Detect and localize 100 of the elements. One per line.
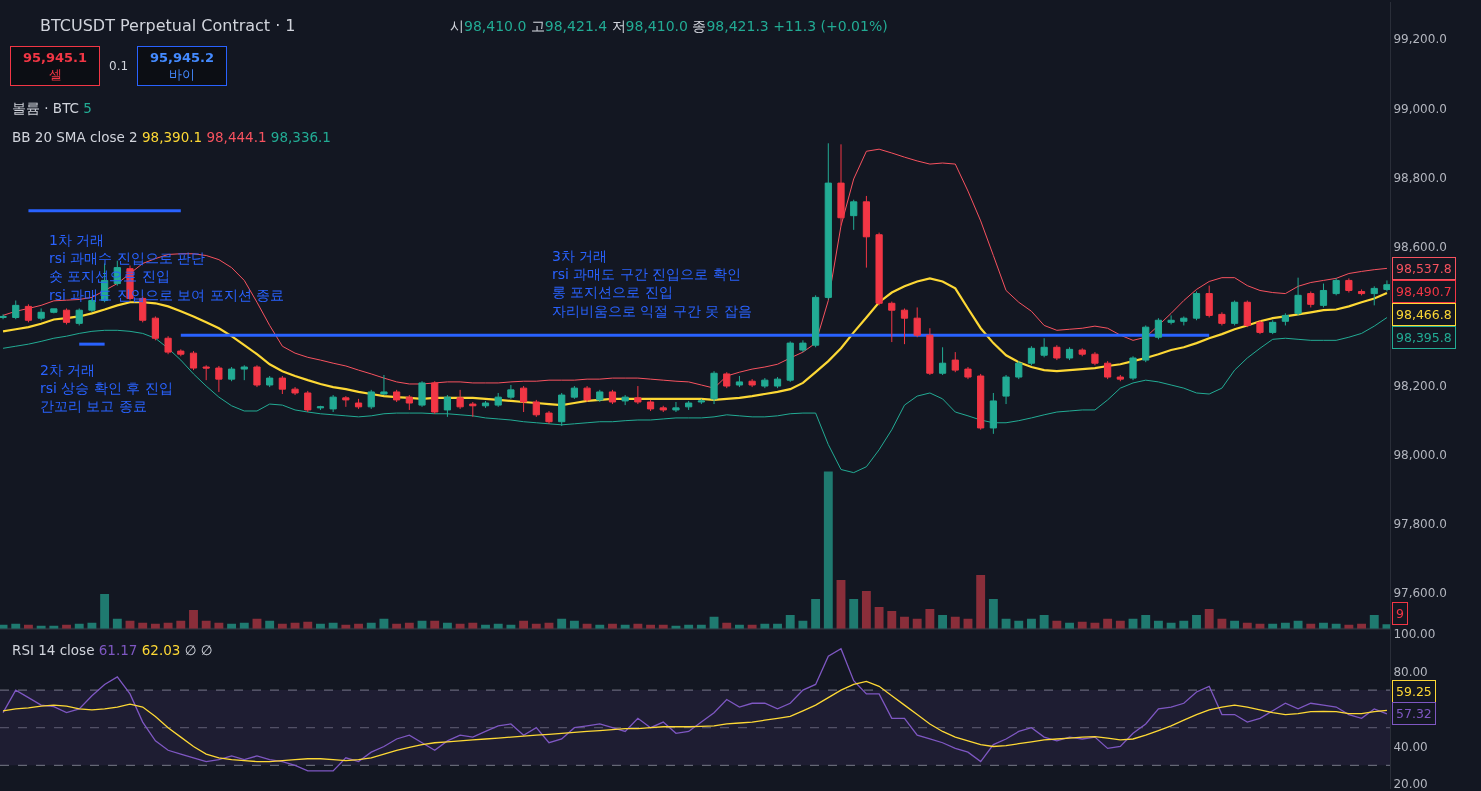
bar	[1192, 614, 1201, 629]
annotation: BB 20 SMA close 2 98,390.1 98,444.1 98,336.1	[12, 129, 331, 145]
bar	[1039, 614, 1049, 629]
candlestick	[646, 399, 655, 412]
candlestick	[443, 394, 452, 418]
candlestick	[786, 340, 794, 383]
candlestick	[532, 399, 540, 418]
bar	[823, 471, 833, 629]
candlestick	[583, 385, 591, 403]
candlestick	[900, 307, 909, 345]
candlestick	[62, 307, 71, 325]
candlestick	[938, 346, 947, 376]
text: 98,490.7	[1396, 284, 1452, 299]
candlestick	[1281, 312, 1289, 326]
data-label: 98,537.8	[1396, 261, 1452, 276]
candlestick	[977, 373, 985, 431]
bar	[1217, 618, 1227, 629]
candlestick	[1332, 277, 1340, 296]
candlestick	[1294, 277, 1302, 316]
candlestick	[875, 232, 883, 306]
candlestick	[367, 389, 375, 410]
candlestick	[545, 410, 553, 425]
candlestick	[1218, 311, 1226, 326]
annotation: 95,945.1 셀	[22, 50, 88, 82]
candlestick	[291, 386, 299, 396]
candlestick	[1065, 346, 1074, 361]
y-tick-label: 100.00	[1393, 626, 1436, 641]
candlestick	[227, 366, 236, 382]
candlestick	[266, 375, 274, 388]
candlestick	[913, 306, 921, 338]
candlestick	[202, 364, 210, 381]
candlestick	[0, 313, 7, 320]
candlestick	[1357, 288, 1366, 296]
candlestick	[405, 394, 413, 411]
y-tick-label: 98,200.0	[1393, 378, 1447, 393]
candlestick	[329, 394, 337, 413]
candlestick	[469, 401, 477, 418]
bar	[861, 591, 871, 629]
candlestick	[1154, 317, 1163, 340]
candlestick	[621, 394, 629, 406]
candlestick	[253, 364, 261, 388]
candlestick	[151, 315, 160, 341]
candlestick	[596, 389, 604, 403]
candlestick	[824, 142, 832, 300]
candlestick	[50, 308, 58, 314]
y-tick-label: 80.00	[1393, 664, 1428, 679]
bar	[100, 593, 110, 629]
y-tick-label: 98,800.0	[1393, 170, 1447, 185]
bar	[811, 598, 821, 629]
candlestick	[1205, 285, 1213, 318]
bar	[1027, 618, 1036, 629]
y-tick-label: 97,600.0	[1393, 586, 1447, 601]
text: BTCUSDT Perpetual Contract · 1	[40, 16, 296, 35]
data-label: 9	[1396, 606, 1404, 621]
candlestick	[685, 400, 693, 411]
candlestick	[926, 327, 934, 376]
bar	[887, 610, 897, 629]
candlestick	[12, 300, 20, 320]
candlestick	[1307, 291, 1315, 308]
bar	[379, 618, 389, 629]
bar	[912, 618, 922, 629]
candlestick	[189, 350, 198, 371]
candlestick	[659, 405, 667, 413]
bar	[1001, 618, 1011, 629]
candlestick	[240, 364, 248, 381]
candlestick	[304, 390, 312, 413]
candlestick	[380, 374, 388, 395]
candlestick	[1116, 374, 1124, 382]
candlestick	[748, 378, 756, 388]
candlestick	[1040, 337, 1048, 358]
candlestick	[24, 303, 33, 323]
candlestick	[1142, 324, 1150, 363]
candlestick	[723, 371, 731, 389]
bar	[557, 618, 567, 629]
candlestick	[1269, 319, 1277, 335]
candlestick	[1383, 279, 1390, 293]
candlestick	[862, 195, 871, 269]
candlestick	[1027, 345, 1036, 366]
candlestick	[494, 392, 502, 408]
annotation: 0.1	[109, 59, 129, 73]
candlestick	[812, 294, 820, 348]
bar	[874, 606, 884, 629]
candlestick	[558, 392, 566, 427]
candlestick	[278, 375, 286, 395]
candlestick	[888, 301, 896, 343]
line-series	[2, 680, 1388, 763]
bar	[189, 609, 198, 629]
candlestick	[1230, 300, 1239, 326]
data-label: 57.32	[1396, 706, 1432, 721]
bar	[925, 608, 935, 629]
candlestick	[316, 405, 325, 411]
candlestick	[697, 398, 705, 405]
candlestick	[1319, 283, 1328, 308]
candlestick	[964, 366, 972, 380]
candlestick	[951, 351, 959, 373]
candlestick	[354, 398, 363, 410]
candlestick	[164, 335, 172, 355]
candlestick	[177, 348, 185, 357]
candlestick	[519, 385, 528, 413]
candlestick	[75, 307, 83, 326]
